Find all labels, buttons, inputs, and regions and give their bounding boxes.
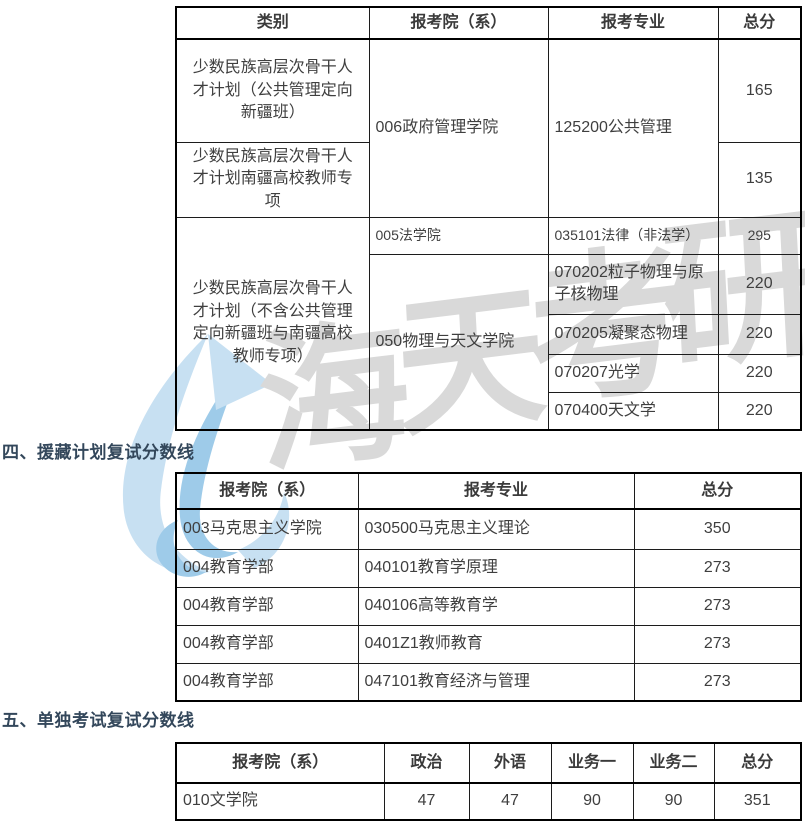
col-header-major: 报考专业	[357, 472, 635, 510]
cell-score: 273	[633, 586, 802, 626]
cell-college-gov: 006政府管理学院	[368, 38, 549, 218]
cell-college: 004教育学部	[175, 548, 359, 588]
cell-score-xinjiang: 165	[717, 38, 802, 143]
col-header-college: 报考院（系）	[175, 472, 359, 510]
table-row: 004教育学部 047101教育经济与管理 273	[175, 662, 802, 702]
col-header-business1: 业务一	[550, 742, 634, 784]
cell-major-particle-physics: 070202粒子物理与原子核物理	[547, 253, 719, 315]
cell-major-condensed-matter: 070205凝聚态物理	[547, 313, 719, 355]
cell-category-other: 少数民族高层次骨干人才计划（不含公共管理定向新疆班与南疆高校教师专项）	[175, 216, 370, 431]
cell-college: 004教育学部	[175, 624, 359, 664]
col-header-total: 总分	[633, 472, 802, 510]
cell-score-nanjiang: 135	[717, 141, 802, 218]
cell-score-law: 295	[717, 216, 802, 255]
table-row: 003马克思主义学院 030500马克思主义理论 350	[175, 508, 802, 550]
cell-category-nanjiang: 少数民族高层次骨干人才计划南疆高校教师专项	[175, 141, 370, 218]
cell-college: 010文学院	[175, 782, 385, 821]
cell-major-public-admin: 125200公共管理	[547, 38, 719, 218]
separate-exam-score-table: 报考院（系） 政治 外语 业务一 业务二 总分 010文学院 47 47 90 …	[175, 742, 802, 821]
cell-college: 003马克思主义学院	[175, 508, 359, 550]
cell-business2-score: 90	[632, 782, 715, 821]
cell-foreign-score: 47	[468, 782, 552, 821]
col-header-politics: 政治	[383, 742, 470, 784]
table-row: 004教育学部 040106高等教育学 273	[175, 586, 802, 626]
col-header-total: 总分	[717, 6, 802, 40]
col-header-college: 报考院（系）	[368, 6, 549, 40]
col-header-foreign-language: 外语	[468, 742, 552, 784]
col-header-major: 报考专业	[547, 6, 719, 40]
tibet-plan-score-table: 报考院（系） 报考专业 总分 003马克思主义学院 030500马克思主义理论 …	[175, 472, 802, 702]
table-row: 004教育学部 0401Z1教师教育 273	[175, 624, 802, 664]
table-row: 010文学院 47 47 90 90 351	[175, 782, 802, 821]
section-heading-separate-exam: 五、单独考试复试分数线	[2, 711, 195, 730]
cell-category-xinjiang: 少数民族高层次骨干人才计划（公共管理定向新疆班）	[175, 38, 370, 143]
cell-major: 040106高等教育学	[357, 586, 635, 626]
cell-major-astronomy: 070400天文学	[547, 391, 719, 431]
cell-major-optics: 070207光学	[547, 353, 719, 393]
cell-college: 004教育学部	[175, 662, 359, 702]
col-header-category: 类别	[175, 6, 370, 40]
cell-score-optics: 220	[717, 353, 802, 393]
section-heading-tibet-plan: 四、援藏计划复试分数线	[2, 443, 195, 462]
cell-total-score: 351	[713, 782, 802, 821]
cell-score-condensed-matter: 220	[717, 313, 802, 355]
cell-college: 004教育学部	[175, 586, 359, 626]
cell-major: 0401Z1教师教育	[357, 624, 635, 664]
cell-score-particle-physics: 220	[717, 253, 802, 315]
cell-major: 030500马克思主义理论	[357, 508, 635, 550]
cell-college-physics: 050物理与天文学院	[368, 253, 549, 431]
cell-score: 273	[633, 548, 802, 588]
cell-college-law: 005法学院	[368, 216, 549, 255]
cell-score: 350	[633, 508, 802, 550]
table-row: 004教育学部 040101教育学原理 273	[175, 548, 802, 588]
cell-score-astronomy: 220	[717, 391, 802, 431]
cell-major: 047101教育经济与管理	[357, 662, 635, 702]
minority-plan-score-table: 类别 报考院（系） 报考专业 总分 少数民族高层次骨干人才计划（公共管理定向新疆…	[175, 6, 802, 431]
col-header-college: 报考院（系）	[175, 742, 385, 784]
cell-business1-score: 90	[550, 782, 634, 821]
cell-major: 040101教育学原理	[357, 548, 635, 588]
cell-politics-score: 47	[383, 782, 470, 821]
cell-major-law: 035101法律（非法学）	[547, 216, 719, 255]
col-header-business2: 业务二	[632, 742, 715, 784]
cell-score: 273	[633, 624, 802, 664]
cell-score: 273	[633, 662, 802, 702]
col-header-total: 总分	[713, 742, 802, 784]
